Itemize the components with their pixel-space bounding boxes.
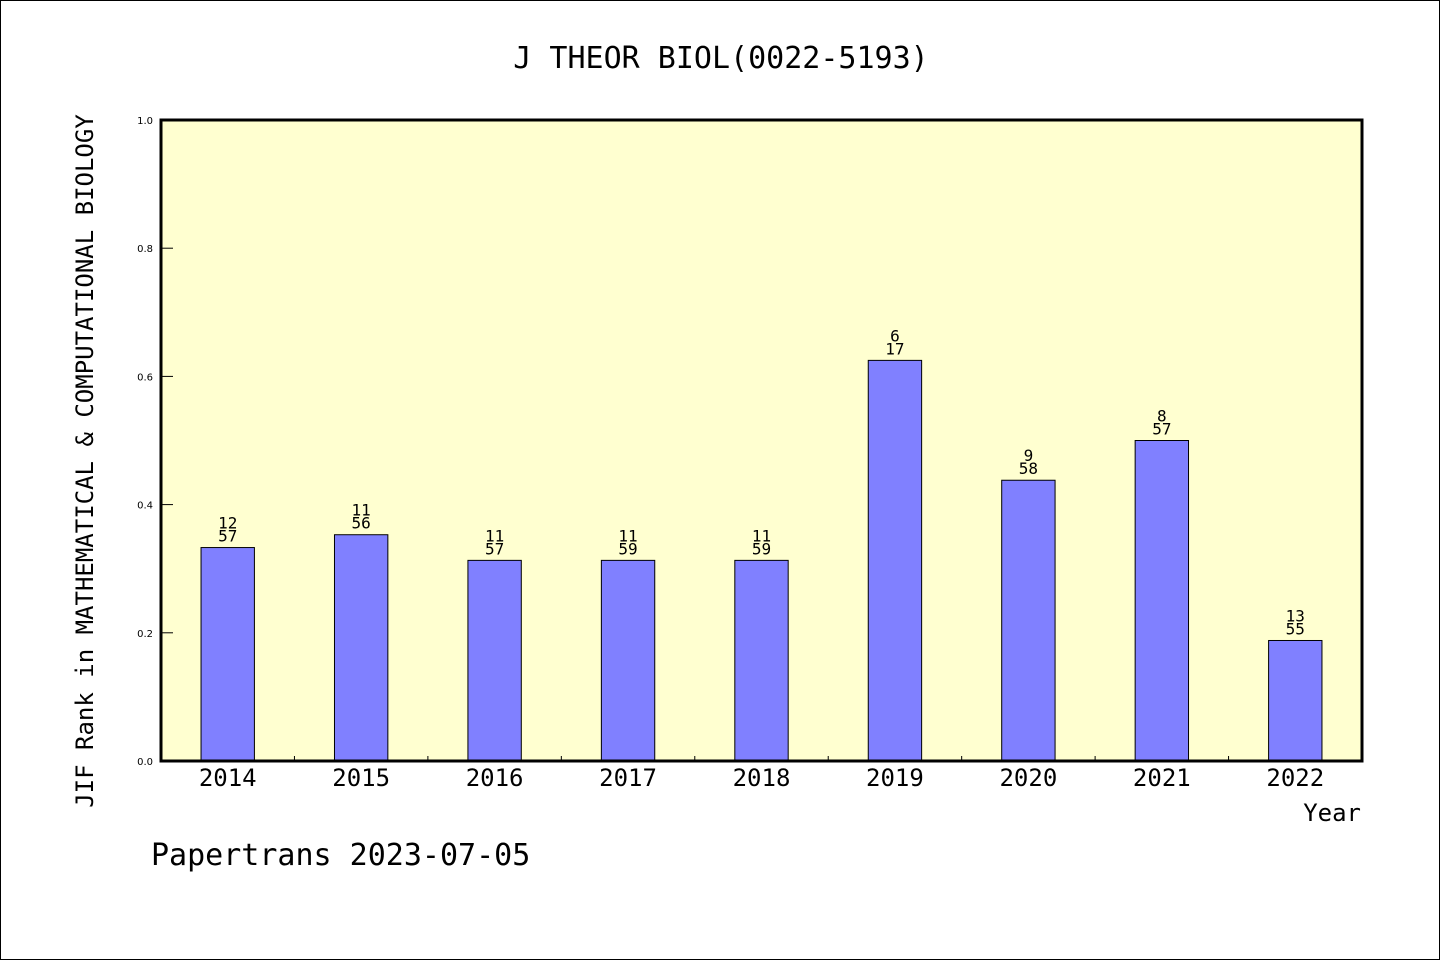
bar-rank-label: 13	[1286, 606, 1305, 625]
chart-title: J THEOR BIOL(0022-5193)	[513, 41, 928, 76]
x-tick-label: 2021	[1133, 764, 1191, 792]
bar-rank-label: 11	[618, 526, 637, 545]
y-axis-label: JIF Rank in MATHEMATICAL & COMPUTATIONAL…	[71, 114, 99, 808]
y-tick-label: 0.4	[137, 501, 153, 512]
bar-rank-label: 11	[352, 501, 371, 520]
bar-total-label: 59	[752, 539, 771, 558]
y-tick-label: 0.6	[137, 372, 153, 383]
bar-total-label: 57	[218, 527, 237, 546]
y-tick-label: 0.8	[137, 244, 153, 255]
x-tick-label: 2017	[599, 764, 657, 792]
bar-2020	[1001, 479, 1056, 762]
footer-credit: Papertrans 2023-07-05	[151, 838, 530, 873]
bar-2021	[1134, 440, 1190, 762]
bar-rank-label: 8	[1157, 407, 1167, 426]
bar-total-label: 58	[1019, 459, 1038, 478]
y-tick-label: 0.2	[137, 629, 153, 640]
bar-2015	[333, 534, 389, 762]
bar-total-label: 17	[885, 339, 904, 358]
bars	[200, 359, 1323, 762]
x-tick-label: 2014	[199, 764, 257, 792]
plot-border	[159, 118, 1364, 763]
bar-rank-label: 6	[890, 326, 900, 345]
x-tick-label: 2019	[866, 764, 924, 792]
bar-2019	[867, 359, 923, 762]
x-axis-ticks: 2014 2015 2016 2017 2018 2019 2020 2021 2022	[199, 756, 1324, 792]
x-axis-label: Year	[1303, 799, 1361, 827]
x-tick-label: 2018	[733, 764, 791, 792]
bar-2014	[200, 547, 255, 762]
x-tick-label: 2020	[999, 764, 1057, 792]
bar-total-label: 56	[352, 514, 371, 533]
y-tick-label: 1.0	[137, 116, 153, 127]
bar-total-label: 57	[485, 539, 504, 558]
bar-2018	[734, 559, 789, 762]
bar-total-label: 59	[618, 539, 637, 558]
x-tick-label: 2016	[466, 764, 524, 792]
x-tick-label: 2015	[332, 764, 390, 792]
y-tick-label: 0.0	[137, 757, 153, 768]
bar-total-label: 55	[1286, 619, 1305, 638]
bar-2016	[467, 559, 522, 762]
bar-rank-label: 12	[218, 514, 237, 533]
x-tick-label: 2022	[1266, 764, 1324, 792]
bar-rank-label: 11	[752, 526, 771, 545]
bar-2022	[1268, 639, 1323, 762]
bar-total-label: 57	[1152, 420, 1171, 439]
bar-2017	[600, 559, 656, 762]
bar-rank-label: 11	[485, 526, 504, 545]
bar-rank-label: 9	[1024, 446, 1034, 465]
